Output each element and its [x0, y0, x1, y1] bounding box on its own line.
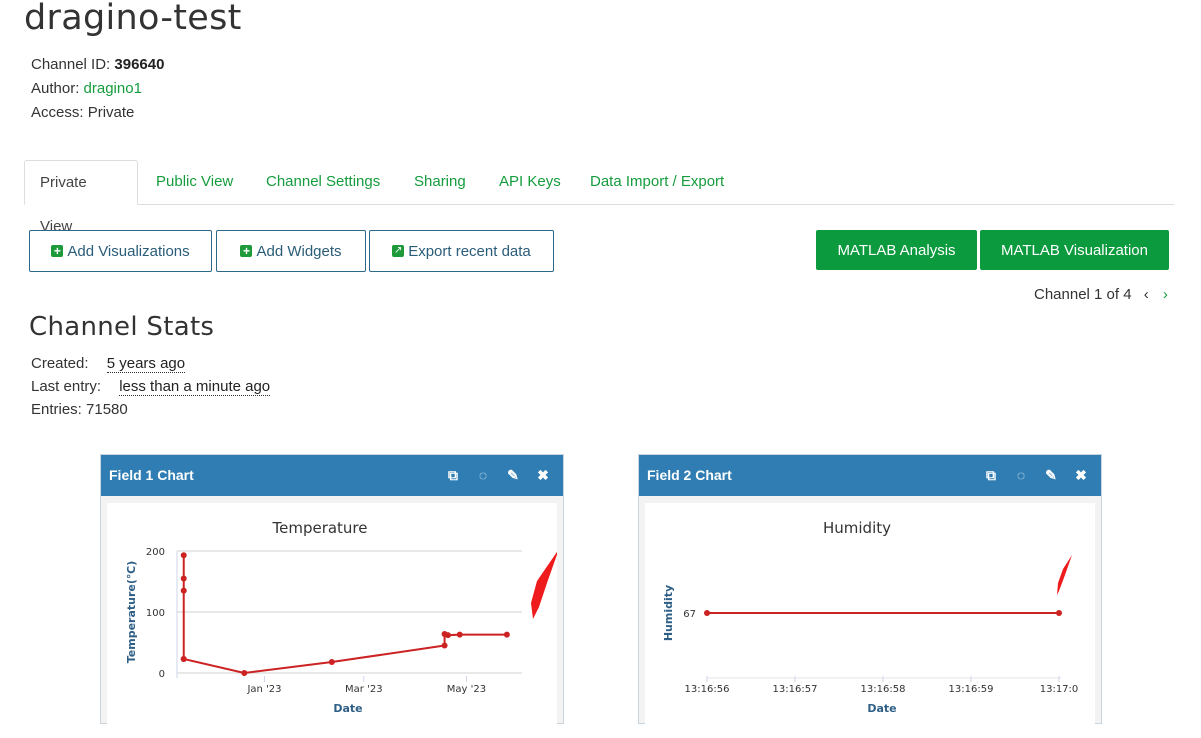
x-axis-label: Date [867, 702, 896, 715]
edit-icon[interactable]: ✎ [507, 467, 519, 483]
created-label: Created: [31, 355, 89, 372]
chart-area: Temperature 0 100 200 Jan '23 Mar '23 May '23 D… [107, 503, 559, 733]
y-axis-label: Humidity [662, 585, 675, 641]
x-tick-label: 13:16:57 [773, 684, 818, 695]
data-point [180, 655, 187, 662]
created-value: 5 years ago [106, 355, 186, 373]
series-line [182, 555, 507, 675]
field-2-chart-panel: Field 2 Chart ⧉ ◌ ✎ ✖ Humidity 67 13:16:56… [638, 454, 1102, 733]
comment-icon[interactable]: ◌ [478, 467, 488, 483]
humidity-chart: Humidity 67 13:16:56 13:16:57 13:16:58 13:16:… [662, 519, 1079, 715]
author-label: Author: [31, 80, 84, 97]
page-title: dragino-test [24, 0, 242, 38]
access-label: Access: [31, 104, 88, 121]
channel-tabs: Private View Public View Channel Setting… [24, 160, 1174, 235]
data-point [704, 610, 710, 616]
temperature-chart: Temperature 0 100 200 Jan '23 Mar '23 May '23 D… [125, 519, 559, 715]
x-tick-label: Jan '23 [246, 684, 281, 695]
channel-id-value: 396640 [114, 56, 165, 73]
matlab-visualization-button[interactable]: MATLAB Visualization [980, 230, 1169, 270]
data-point [503, 631, 510, 638]
data-point [456, 631, 463, 638]
channel-id-label: Channel ID: [31, 56, 115, 73]
add-visualizations-label: Add Visualizations [67, 242, 190, 260]
author: Author: dragino1 [31, 80, 142, 97]
data-point [328, 659, 335, 666]
x-tick-label: 13:17:0 [1040, 684, 1079, 695]
channel-pager: Channel 1 of 4 ‹ › [1034, 286, 1168, 303]
data-point [441, 642, 448, 649]
stat-last-entry: Last entry: less than a minute ago [31, 378, 271, 396]
chevron-left-icon[interactable]: ‹ [1143, 286, 1149, 303]
access: Access: Private [31, 104, 134, 121]
channel-id: Channel ID: 396640 [31, 56, 164, 73]
tab-public-view[interactable]: Public View [156, 173, 234, 190]
open-external-icon[interactable]: ⧉ [986, 467, 996, 483]
export-recent-data-button[interactable]: ↗ Export recent data [369, 230, 554, 272]
channel-stats-title: Channel Stats [29, 312, 215, 342]
x-tick-label: 13:16:56 [685, 684, 730, 695]
x-tick-label: May '23 [447, 684, 486, 695]
edit-icon[interactable]: ✎ [1045, 467, 1057, 483]
tab-data-import-export[interactable]: Data Import / Export [590, 173, 725, 190]
field-1-chart-panel: Field 1 Chart ⧉ ◌ ✎ ✖ Temperature 0 100 200… [100, 454, 564, 733]
tab-sharing[interactable]: Sharing [414, 173, 466, 190]
close-icon[interactable]: ✖ [1075, 467, 1087, 483]
y-axis-label: Temperature(℃) [125, 561, 138, 664]
data-point [241, 670, 248, 676]
y-tick-label: 67 [683, 609, 696, 620]
entries-value: 71580 [86, 401, 128, 418]
last-entry-label: Last entry: [31, 378, 102, 395]
access-value: Private [87, 104, 135, 121]
panel-actions: ⧉ ◌ ✎ ✖ [445, 455, 551, 496]
data-point [180, 552, 187, 559]
data-point [180, 587, 187, 594]
tab-api-keys[interactable]: API Keys [499, 173, 561, 190]
x-tick-label: 13:16:59 [949, 684, 994, 695]
add-visualizations-button[interactable]: + Add Visualizations [29, 230, 212, 272]
open-external-icon[interactable]: ⧉ [448, 467, 458, 483]
y-tick-label: 200 [146, 547, 165, 558]
matlab-analysis-button[interactable]: MATLAB Analysis [816, 230, 977, 270]
chevron-right-icon[interactable]: › [1162, 286, 1168, 303]
pager-text: Channel 1 of 4 [1034, 286, 1132, 303]
entries-label: Entries: [31, 401, 87, 418]
author-link[interactable]: dragino1 [83, 80, 142, 97]
stat-entries: Entries: 71580 [31, 401, 128, 418]
panel-header: Field 1 Chart ⧉ ◌ ✎ ✖ [101, 455, 563, 496]
data-point [180, 575, 187, 582]
last-entry-value: less than a minute ago [119, 378, 271, 396]
x-axis-label: Date [333, 702, 362, 715]
y-tick-label: 100 [146, 608, 165, 619]
tab-private-view[interactable]: Private View [24, 160, 138, 235]
panel-actions: ⧉ ◌ ✎ ✖ [983, 455, 1089, 496]
close-icon[interactable]: ✖ [537, 467, 549, 483]
data-point [444, 632, 451, 639]
annotation-arrow-icon [1057, 555, 1072, 595]
panel-title: Field 1 Chart [109, 467, 194, 483]
export-recent-data-label: Export recent data [408, 242, 531, 260]
data-point [1056, 610, 1062, 616]
y-tick-label: 0 [159, 669, 165, 680]
stat-created: Created: 5 years ago [31, 355, 186, 373]
export-icon: ↗ [392, 245, 405, 257]
chart-area: Humidity 67 13:16:56 13:16:57 13:16:58 13:16:… [645, 503, 1095, 733]
x-tick-label: 13:16:58 [861, 684, 906, 695]
chart-title: Humidity [823, 519, 891, 537]
plus-icon: + [240, 245, 253, 257]
panel-title: Field 2 Chart [647, 467, 732, 483]
chart-title: Temperature [271, 519, 367, 537]
add-widgets-button[interactable]: + Add Widgets [216, 230, 366, 272]
panel-header: Field 2 Chart ⧉ ◌ ✎ ✖ [639, 455, 1101, 496]
tab-channel-settings[interactable]: Channel Settings [266, 173, 381, 190]
x-tick-label: Mar '23 [345, 684, 383, 695]
annotation-arrow-icon [531, 549, 559, 619]
plus-icon: + [51, 245, 64, 257]
comment-icon[interactable]: ◌ [1016, 467, 1026, 483]
add-widgets-label: Add Widgets [256, 242, 342, 260]
